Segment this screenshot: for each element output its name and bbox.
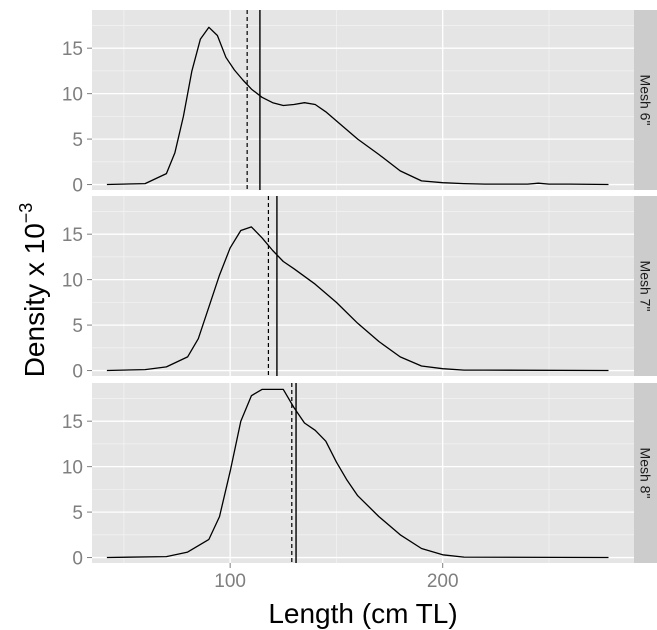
panel-background	[92, 10, 634, 190]
density-line	[106, 226, 609, 372]
facet-panel: 0 5 10 15 Mesh 8"	[62, 383, 657, 570]
y-axis-title-exponent: −3	[16, 203, 36, 224]
y-tick-label: 10	[62, 85, 83, 106]
y-axis-title-base: Density x 10	[19, 223, 50, 377]
y-axis-title: Density x 10−3	[16, 203, 50, 378]
facet-panel: 0 5 10 15 Mesh 6"	[62, 10, 657, 197]
facet-strip	[634, 383, 657, 563]
x-axis-title: Length (cm TL)	[268, 598, 457, 629]
y-tick-label: 0	[72, 176, 83, 197]
y-tick-label: 5	[72, 130, 83, 151]
facet-panel: 0 5 10 15 Mesh 7"	[62, 196, 657, 383]
facet-strip-label: Mesh 7"	[638, 261, 654, 312]
facet-strip-label: Mesh 6"	[638, 75, 654, 126]
panels-layer: 0 5 10 15 Mesh 6" 0 5 10 15 Mesh 7" 0 5 10 15 Mesh 8"	[62, 10, 657, 570]
y-tick-label: 15	[62, 225, 83, 246]
facet-strip	[634, 10, 657, 190]
density-line	[106, 388, 609, 559]
x-tick-label: 100	[214, 571, 246, 592]
y-tick-label: 10	[62, 271, 83, 292]
y-tick-label: 15	[62, 412, 83, 433]
y-tick-label: 0	[72, 549, 83, 570]
y-tick-label: 5	[72, 503, 83, 524]
x-tick-label: 200	[427, 571, 459, 592]
y-tick-label: 15	[62, 39, 83, 60]
facet-strip	[634, 196, 657, 376]
y-tick-label: 10	[62, 458, 83, 479]
y-tick-label: 5	[72, 316, 83, 337]
x-axis: 100 200	[214, 563, 459, 592]
density-line	[106, 26, 609, 186]
panel-background	[92, 196, 634, 376]
panel-background	[92, 383, 634, 563]
facet-strip-label: Mesh 8"	[638, 448, 654, 499]
y-tick-label: 0	[72, 362, 83, 383]
